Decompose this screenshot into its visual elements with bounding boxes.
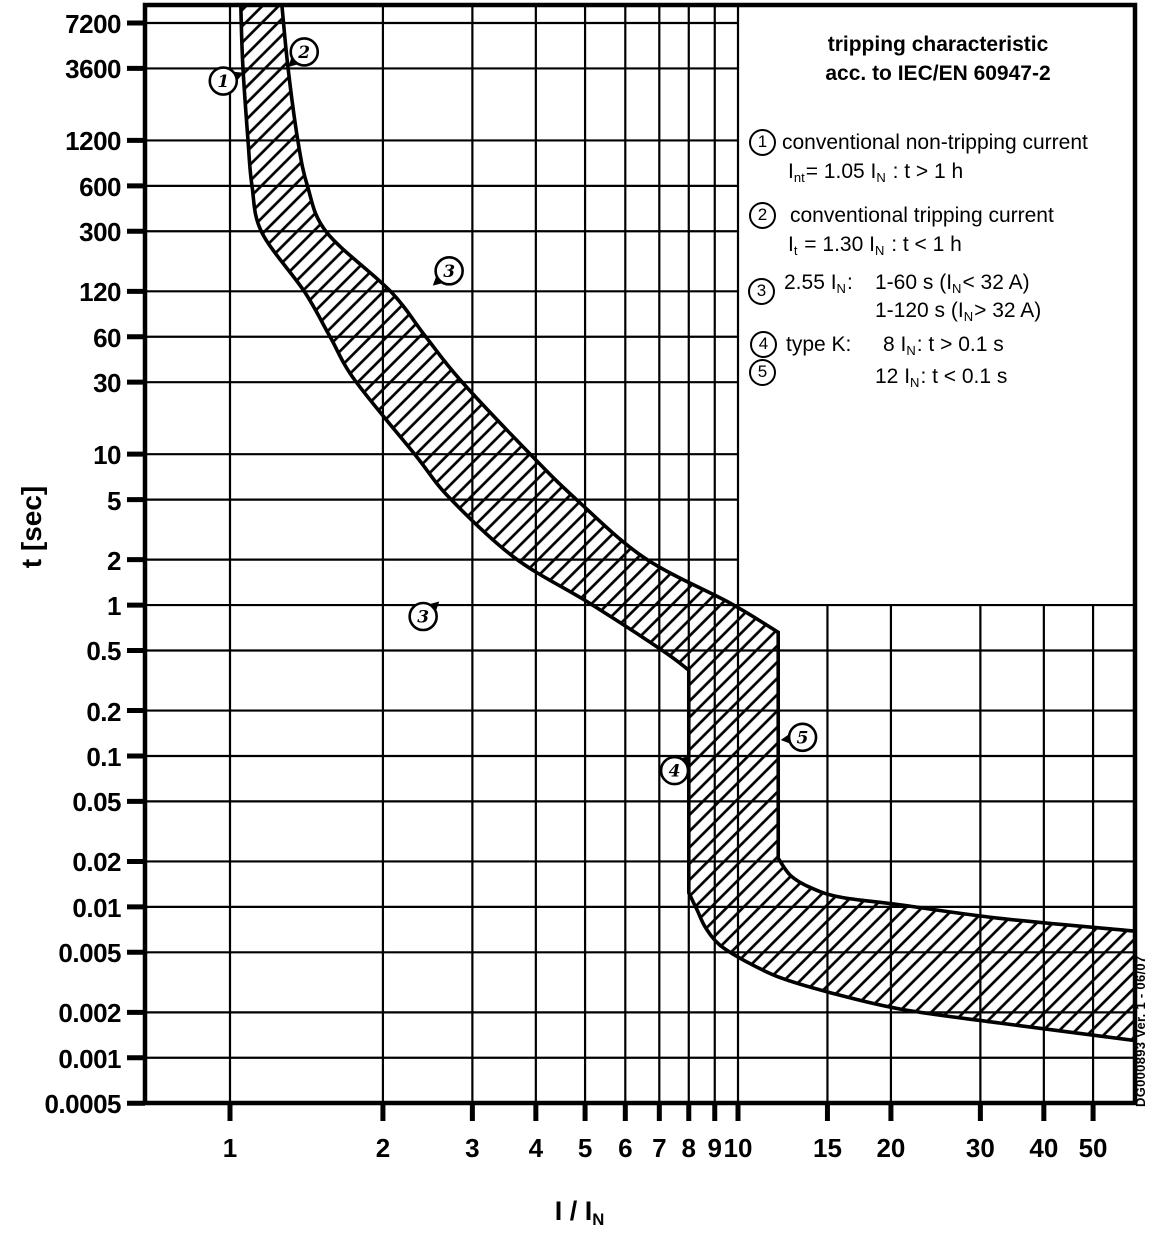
x-tick-2: 2 (375, 1133, 391, 1163)
legend-item-3-col2-line2: 1-120 s (IN> 32 A) (875, 299, 1042, 324)
marker-1: 1 (208, 66, 244, 96)
x-tick-8: 8 (681, 1133, 696, 1163)
x-tick-6: 6 (618, 1133, 633, 1163)
legend-item-5-col2: 12 IN: t < 0.1 s (875, 365, 1008, 390)
legend-item-3-col1: 2.55 IN: (784, 271, 853, 296)
x-tick-20: 20 (876, 1133, 906, 1163)
legend-item-4-col2: 8 IN: t > 0.1 s (883, 333, 1004, 358)
x-tick-7: 7 (652, 1133, 667, 1163)
legend-item-2-line2: It = 1.30 IN : t < 1 h (788, 233, 962, 258)
chart-title: tripping characteristic acc. to IEC/EN 6… (740, 30, 1136, 88)
x-axis-title: I / IN (554, 1196, 605, 1229)
plot-frame (142, 2, 1138, 1106)
svg-text:3: 3 (417, 607, 429, 627)
marker-3: 3 (408, 601, 440, 632)
y-tick-0.01: 0.01 (72, 892, 121, 923)
legend-item-3-col2-line1: 1-60 s (IN< 32 A) (875, 271, 1030, 296)
y-tick-7200: 7200 (65, 9, 121, 39)
legend-item-1-line1: conventional non-tripping current (782, 131, 1088, 154)
y-tick-120: 120 (79, 277, 121, 308)
y-tick-0.001: 0.001 (58, 1043, 121, 1074)
y-tick-600: 600 (79, 171, 121, 202)
legend-box: tripping characteristic acc. to IEC/EN 6… (740, 0, 1136, 605)
svg-text:4: 4 (669, 762, 681, 782)
chart-title-line1: tripping characteristic (827, 33, 1049, 56)
y-tick-0.5: 0.5 (86, 636, 121, 667)
svg-text:5: 5 (797, 728, 809, 748)
legend-item-4-col1: type K: (786, 333, 852, 356)
gridlines (145, 5, 1135, 1105)
axis-ticks (127, 20, 1096, 1121)
x-tick-1: 1 (222, 1133, 238, 1163)
y-tick-30: 30 (93, 368, 121, 399)
marker-2: 2 (288, 37, 320, 67)
y-tick-5: 5 (107, 485, 121, 516)
legend-number-2: 2 (749, 202, 776, 229)
y-tick-0.002: 0.002 (58, 998, 121, 1029)
svg-text:1: 1 (217, 72, 229, 92)
x-tick-40: 40 (1029, 1133, 1059, 1163)
y-tick-10: 10 (93, 440, 121, 471)
x-tick-10: 10 (723, 1133, 753, 1163)
y-tick-1: 1 (107, 591, 121, 622)
legend-number-3: 3 (748, 278, 775, 305)
marker-5: 5 (780, 722, 818, 753)
trip-band (239, 5, 1135, 1043)
x-tick-5: 5 (577, 1133, 593, 1163)
marker-4: 4 (659, 755, 691, 786)
marker-3: 3 (432, 256, 464, 286)
legend-number-5: 5 (749, 359, 776, 386)
x-tick-30: 30 (965, 1133, 995, 1163)
y-tick-0.02: 0.02 (72, 847, 121, 878)
legend-number-1: 1 (749, 129, 776, 156)
x-tick-9: 9 (707, 1133, 722, 1163)
legend-number-4: 4 (750, 331, 777, 358)
svg-text:3: 3 (443, 262, 455, 282)
y-tick-2: 2 (107, 545, 121, 576)
x-tick-50: 50 (1078, 1133, 1108, 1163)
document-number: DG000893 Ver. 1 - 06/07 (1133, 955, 1148, 1107)
svg-text:2: 2 (297, 43, 310, 63)
y-tick-0.005: 0.005 (58, 938, 121, 969)
x-tick-15: 15 (812, 1133, 842, 1163)
y-tick-0.05: 0.05 (72, 787, 121, 818)
y-tick-3600: 3600 (65, 54, 121, 85)
x-tick-4: 4 (528, 1133, 544, 1163)
legend-item-1-line2: Int= 1.05 IN : t > 1 h (788, 160, 964, 185)
y-tick-300: 300 (79, 217, 121, 248)
x-tick-3: 3 (465, 1133, 480, 1163)
legend-item-2-line1: conventional tripping current (790, 204, 1054, 227)
y-tick-60: 60 (93, 322, 121, 353)
y-tick-0.2: 0.2 (86, 696, 121, 727)
y-tick-1200: 1200 (65, 126, 121, 157)
y-tick-0.1: 0.1 (86, 741, 121, 772)
chart-title-line2: acc. to IEC/EN 60947-2 (825, 62, 1051, 85)
y-tick-0.0005: 0.0005 (44, 1089, 121, 1120)
